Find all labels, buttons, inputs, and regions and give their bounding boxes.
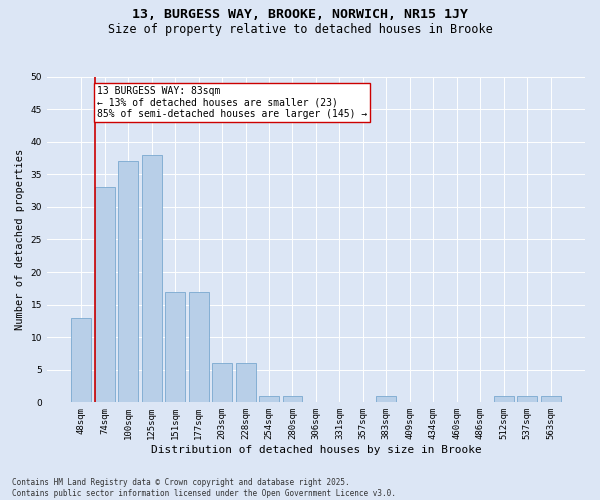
Bar xyxy=(376,396,397,402)
Bar xyxy=(188,292,209,403)
Bar xyxy=(118,161,138,402)
Bar xyxy=(212,363,232,403)
Text: Contains HM Land Registry data © Crown copyright and database right 2025.
Contai: Contains HM Land Registry data © Crown c… xyxy=(12,478,396,498)
Text: 13, BURGESS WAY, BROOKE, NORWICH, NR15 1JY: 13, BURGESS WAY, BROOKE, NORWICH, NR15 1… xyxy=(132,8,468,20)
X-axis label: Distribution of detached houses by size in Brooke: Distribution of detached houses by size … xyxy=(151,445,481,455)
Bar xyxy=(517,396,537,402)
Bar xyxy=(142,154,162,402)
Text: Size of property relative to detached houses in Brooke: Size of property relative to detached ho… xyxy=(107,22,493,36)
Y-axis label: Number of detached properties: Number of detached properties xyxy=(15,149,25,330)
Bar xyxy=(283,396,302,402)
Bar xyxy=(494,396,514,402)
Bar xyxy=(165,292,185,403)
Bar xyxy=(71,318,91,402)
Bar xyxy=(541,396,560,402)
Text: 13 BURGESS WAY: 83sqm
← 13% of detached houses are smaller (23)
85% of semi-deta: 13 BURGESS WAY: 83sqm ← 13% of detached … xyxy=(97,86,367,120)
Bar xyxy=(236,363,256,403)
Bar xyxy=(95,188,115,402)
Bar xyxy=(259,396,279,402)
